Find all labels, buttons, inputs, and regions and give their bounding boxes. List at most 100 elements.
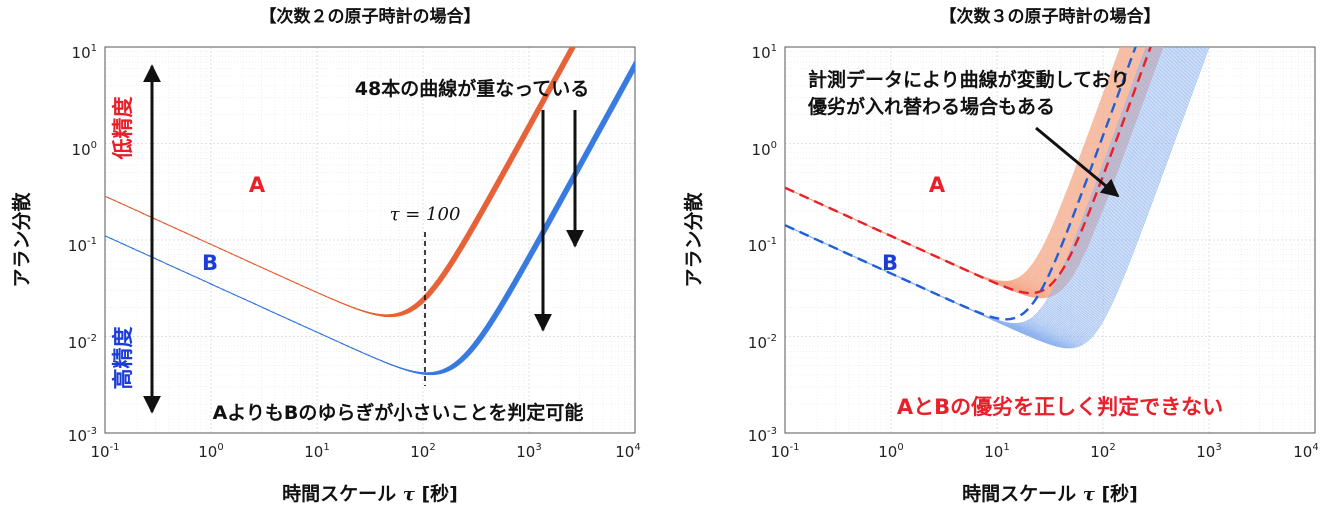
curve-B-26 [105, 64, 635, 374]
left-y-axis-label: アラン分散 [10, 192, 33, 287]
curve-B-24 [105, 64, 635, 374]
right-ytick-3: 10-2 [748, 333, 777, 352]
curve-B-12 [105, 67, 635, 375]
curve-B-6 [105, 68, 635, 375]
left-xtick-1: 100 [198, 442, 223, 461]
curve-B-0 [105, 70, 635, 376]
curve-B-31 [105, 63, 635, 374]
low-precision-label: 低精度 [111, 97, 135, 161]
left-ytick-2: 10-1 [68, 236, 97, 255]
left-ytick-4: 10-3 [68, 426, 97, 445]
curve-B-23 [105, 64, 635, 375]
left-xtick-4: 103 [516, 442, 541, 461]
right-x-axis-label: 時間スケール τ [秒] [962, 482, 1138, 505]
curve-B-21 [105, 65, 635, 375]
right-label-a: A [929, 173, 946, 197]
curve-B-2 [105, 69, 635, 375]
curve-B-1 [105, 70, 635, 376]
curve-B-39 [105, 61, 635, 374]
curve-B-4 [105, 69, 635, 375]
curve-B-42 [105, 60, 635, 374]
curve-B-38 [105, 61, 635, 374]
left-xtick-2: 101 [304, 442, 329, 461]
right-x-tick-labels: 10-1 100 101 102 103 104 [770, 442, 1318, 461]
curve-A-47 [105, 47, 571, 316]
curve-B-18 [105, 66, 635, 375]
right-ytick-2: 10-1 [748, 236, 777, 255]
right-xtick-4: 103 [1196, 442, 1221, 461]
curve-B-16 [105, 66, 635, 375]
curve-B-45 [105, 60, 635, 374]
fluctuation-annotation-line2: 優劣が入れ替わる場合もある [807, 95, 1055, 118]
curve-B-32 [105, 63, 635, 374]
left-y-tick-labels: 101 100 10-1 10-2 10-3 [68, 43, 97, 445]
curve-B-15 [105, 66, 635, 375]
curve-B-40 [105, 61, 635, 374]
left-ytick-1: 100 [72, 140, 97, 159]
curve-B-34 [105, 62, 635, 374]
curve-B-47 [105, 59, 635, 374]
curve-B-5 [105, 69, 635, 375]
left-x-tick-labels: 10-1 100 101 102 103 104 [90, 442, 640, 461]
curve-B-11 [105, 67, 635, 375]
left-label-a: A [249, 173, 266, 197]
right-ytick-0: 101 [752, 43, 777, 62]
left-grid [104, 47, 635, 434]
left-xtick-0: 10-1 [90, 442, 119, 461]
curve-B-44 [105, 60, 635, 374]
curve-B-37 [105, 61, 635, 374]
curve-B-29 [105, 63, 635, 374]
curve-B-41 [785, 47, 1155, 327]
mean-curve-A-mean [785, 47, 1152, 295]
right-ytick-1: 100 [752, 140, 777, 159]
left-ytick-3: 10-2 [68, 333, 97, 352]
left-chart-title: 【次数２の原子時計の場合】 [260, 6, 481, 27]
right-curves [785, 47, 1210, 349]
curve-B-19 [105, 65, 635, 375]
high-precision-label: 高精度 [111, 327, 135, 390]
curve-B-25 [105, 64, 635, 374]
left-conclusion: AよりもBのゆらぎが小さいことを判定可能 [213, 401, 584, 424]
curve-B-28 [105, 63, 635, 374]
curves-overlap-annotation: 48本の曲線が重なっている [355, 77, 590, 100]
right-conclusion: AとBの優劣を正しく判定できない [897, 395, 1223, 419]
right-y-tick-labels: 101 100 10-1 10-2 10-3 [748, 43, 777, 445]
left-curves [105, 47, 635, 376]
curve-B-41 [105, 61, 635, 374]
right-ytick-4: 10-3 [748, 426, 777, 445]
right-xtick-5: 104 [1293, 442, 1318, 461]
left-label-b: B [202, 251, 218, 275]
curve-B-14 [105, 67, 635, 375]
right-chart-title: 【次数３の原子時計の場合】 [940, 6, 1161, 27]
curve-B-36 [105, 62, 635, 374]
curve-B-3 [105, 69, 635, 375]
curve-B-22 [105, 65, 635, 375]
curve-B-13 [105, 67, 635, 375]
left-xtick-5: 104 [615, 442, 640, 461]
curve-B-17 [105, 66, 635, 375]
right-y-axis-label: アラン分散 [682, 192, 705, 287]
right-xtick-0: 10-1 [770, 442, 799, 461]
fluctuation-arrow [1035, 126, 1120, 198]
right-plot-frame [784, 46, 1316, 434]
curve-B-46 [105, 60, 635, 374]
left-x-axis-label: 時間スケール τ [秒] [282, 482, 458, 505]
right-label-b: B [882, 251, 898, 275]
right-xtick-2: 101 [984, 442, 1009, 461]
right-xtick-3: 102 [1090, 442, 1115, 461]
curve-B-33 [105, 62, 635, 374]
curve-B-30 [105, 63, 635, 374]
tau-100-label: τ = 100 [390, 204, 461, 225]
left-plot-frame [104, 46, 636, 434]
curve-B-43 [105, 60, 635, 374]
left-ytick-0: 101 [72, 43, 97, 62]
right-chart: 【次数３の原子時計の場合】 10-1 100 101 102 103 104 1… [682, 6, 1319, 505]
right-xtick-1: 100 [878, 442, 903, 461]
fluctuation-annotation-line1: 計測データにより曲線が変動しており [808, 68, 1129, 91]
left-chart: 【次数２の原子時計の場合】 10-1 100 101 102 103 104 1… [10, 6, 641, 505]
curve-B-35 [105, 62, 635, 374]
mean-curve-B-mean [785, 47, 1137, 321]
curve-B-20 [105, 65, 635, 375]
curve-B-27 [105, 64, 635, 374]
